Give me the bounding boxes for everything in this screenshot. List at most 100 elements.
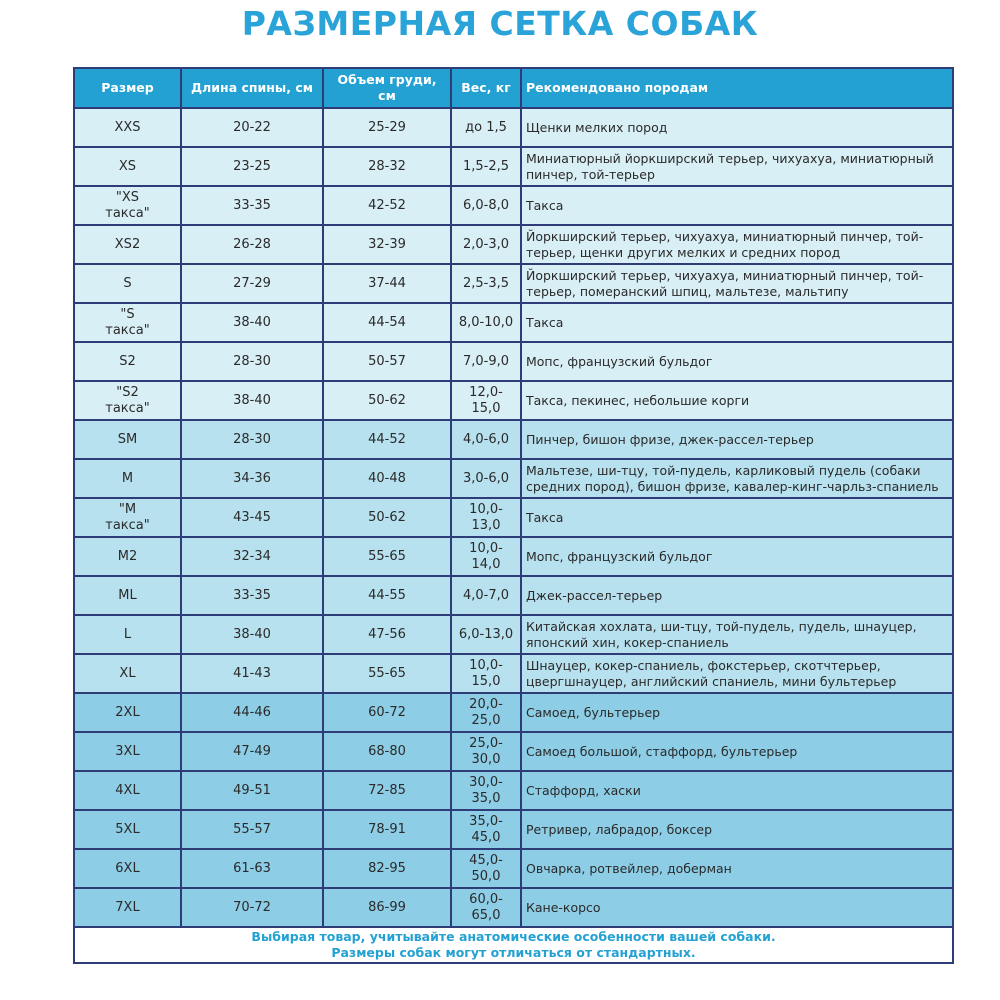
cell-size: XS2 bbox=[73, 224, 182, 265]
table-row: "XS такса" 33-35 42-52 6,0-8,0 Такса bbox=[73, 185, 954, 226]
cell-breeds: Йоркширский терьер, чихуахуа, миниатюрны… bbox=[520, 224, 954, 265]
table-row: 7XL 70-72 86-99 60,0-65,0 Кане-корсо bbox=[73, 887, 954, 928]
cell-back-length: 28-30 bbox=[180, 341, 324, 382]
cell-back-length: 55-57 bbox=[180, 809, 324, 850]
table-row: "M такса" 43-45 50-62 10,0-13,0 Такса bbox=[73, 497, 954, 538]
cell-weight: 10,0-13,0 bbox=[450, 497, 522, 538]
table-row: XL 41-43 55-65 10,0-15,0 Шнауцер, кокер-спан… bbox=[73, 653, 954, 694]
footer-row: Выбирая товар, учитывайте анатомические … bbox=[73, 926, 954, 964]
cell-size: 2XL bbox=[73, 692, 182, 733]
cell-back-length: 38-40 bbox=[180, 380, 324, 421]
cell-breeds: Йоркширский терьер, чихуахуа, миниатюрны… bbox=[520, 263, 954, 304]
table-row: S2 28-30 50-57 7,0-9,0 Мопс, французский бул… bbox=[73, 341, 954, 382]
table-row: 6XL 61-63 82-95 45,0-50,0 Овчарка, ротвейлер… bbox=[73, 848, 954, 889]
cell-chest: 42-52 bbox=[322, 185, 452, 226]
cell-back-length: 43-45 bbox=[180, 497, 324, 538]
cell-breeds: Такса bbox=[520, 185, 954, 226]
cell-chest: 25-29 bbox=[322, 107, 452, 148]
cell-size: ML bbox=[73, 575, 182, 616]
page-title: РАЗМЕРНАЯ СЕТКА СОБАК bbox=[241, 4, 759, 43]
size-chart-table: Размер Длина спины, см Объем груди, см В… bbox=[73, 67, 954, 964]
cell-chest: 37-44 bbox=[322, 263, 452, 304]
cell-size: L bbox=[73, 614, 182, 655]
cell-back-length: 20-22 bbox=[180, 107, 324, 148]
table-row: L 38-40 47-56 6,0-13,0 Китайская хохлата, ши… bbox=[73, 614, 954, 655]
cell-breeds: Такса bbox=[520, 302, 954, 343]
cell-back-length: 70-72 bbox=[180, 887, 324, 928]
footer-line-1: Выбирая товар, учитывайте анатомические … bbox=[251, 929, 776, 944]
footer-line-2: Размеры собак могут отличаться от станда… bbox=[331, 945, 696, 960]
cell-back-length: 33-35 bbox=[180, 575, 324, 616]
cell-weight: 35,0-45,0 bbox=[450, 809, 522, 850]
cell-breeds: Ретривер, лабрадор, боксер bbox=[520, 809, 954, 850]
cell-weight: 4,0-7,0 bbox=[450, 575, 522, 616]
table-row: XS2 26-28 32-39 2,0-3,0 Йоркширский терьер, … bbox=[73, 224, 954, 265]
cell-chest: 60-72 bbox=[322, 692, 452, 733]
cell-weight: 8,0-10,0 bbox=[450, 302, 522, 343]
cell-size: "XS такса" bbox=[73, 185, 182, 226]
cell-weight: 12,0-15,0 bbox=[450, 380, 522, 421]
table-row: XXS 20-22 25-29 до 1,5 Щенки мелких пород bbox=[73, 107, 954, 148]
cell-size: XL bbox=[73, 653, 182, 694]
table-row: SM 28-30 44-52 4,0-6,0 Пинчер, бишон фризе, … bbox=[73, 419, 954, 460]
cell-breeds: Овчарка, ротвейлер, доберман bbox=[520, 848, 954, 889]
cell-size: XS bbox=[73, 146, 182, 187]
cell-chest: 82-95 bbox=[322, 848, 452, 889]
header-chest: Объем груди, см bbox=[322, 67, 452, 109]
cell-size: "M такса" bbox=[73, 497, 182, 538]
cell-weight: 30,0-35,0 bbox=[450, 770, 522, 811]
cell-breeds: Самоед большой, стаффорд, бультерьер bbox=[520, 731, 954, 772]
table-row: 4XL 49-51 72-85 30,0-35,0 Стаффорд, хаски bbox=[73, 770, 954, 811]
table-row: "S такса" 38-40 44-54 8,0-10,0 Такса bbox=[73, 302, 954, 343]
cell-chest: 68-80 bbox=[322, 731, 452, 772]
cell-breeds: Такса bbox=[520, 497, 954, 538]
cell-size: XXS bbox=[73, 107, 182, 148]
cell-chest: 44-55 bbox=[322, 575, 452, 616]
table-row: "S2 такса" 38-40 50-62 12,0-15,0 Такса, пеки… bbox=[73, 380, 954, 421]
cell-back-length: 47-49 bbox=[180, 731, 324, 772]
table-row: 5XL 55-57 78-91 35,0-45,0 Ретривер, лабрадор… bbox=[73, 809, 954, 850]
cell-size: 3XL bbox=[73, 731, 182, 772]
cell-size: SM bbox=[73, 419, 182, 460]
cell-back-length: 27-29 bbox=[180, 263, 324, 304]
cell-back-length: 26-28 bbox=[180, 224, 324, 265]
cell-chest: 55-65 bbox=[322, 536, 452, 577]
cell-weight: 20,0-25,0 bbox=[450, 692, 522, 733]
cell-weight: 10,0-14,0 bbox=[450, 536, 522, 577]
cell-weight: 25,0-30,0 bbox=[450, 731, 522, 772]
cell-weight: 6,0-13,0 bbox=[450, 614, 522, 655]
cell-size: S2 bbox=[73, 341, 182, 382]
cell-back-length: 41-43 bbox=[180, 653, 324, 694]
table-header-row: Размер Длина спины, см Объем груди, см В… bbox=[73, 67, 954, 109]
footer-note: Выбирая товар, учитывайте анатомические … bbox=[73, 926, 954, 964]
cell-size: 6XL bbox=[73, 848, 182, 889]
cell-breeds: Стаффорд, хаски bbox=[520, 770, 954, 811]
cell-chest: 44-54 bbox=[322, 302, 452, 343]
cell-weight: 1,5-2,5 bbox=[450, 146, 522, 187]
cell-chest: 47-56 bbox=[322, 614, 452, 655]
cell-size: 7XL bbox=[73, 887, 182, 928]
cell-weight: 45,0-50,0 bbox=[450, 848, 522, 889]
header-weight: Вес, кг bbox=[450, 67, 522, 109]
cell-weight: 60,0-65,0 bbox=[450, 887, 522, 928]
cell-size: S bbox=[73, 263, 182, 304]
cell-chest: 28-32 bbox=[322, 146, 452, 187]
cell-breeds: Китайская хохлата, ши-тцу, той-пудель, п… bbox=[520, 614, 954, 655]
table-row: ML 33-35 44-55 4,0-7,0 Джек-рассел-терьер bbox=[73, 575, 954, 616]
cell-size: M2 bbox=[73, 536, 182, 577]
cell-breeds: Такса, пекинес, небольшие корги bbox=[520, 380, 954, 421]
cell-breeds: Щенки мелких пород bbox=[520, 107, 954, 148]
cell-breeds: Мопс, французский бульдог bbox=[520, 341, 954, 382]
cell-chest: 50-57 bbox=[322, 341, 452, 382]
header-back-length: Длина спины, см bbox=[180, 67, 324, 109]
cell-back-length: 34-36 bbox=[180, 458, 324, 499]
cell-chest: 40-48 bbox=[322, 458, 452, 499]
cell-weight: 7,0-9,0 bbox=[450, 341, 522, 382]
cell-size: M bbox=[73, 458, 182, 499]
cell-back-length: 49-51 bbox=[180, 770, 324, 811]
cell-back-length: 28-30 bbox=[180, 419, 324, 460]
cell-size: "S2 такса" bbox=[73, 380, 182, 421]
cell-chest: 50-62 bbox=[322, 497, 452, 538]
cell-back-length: 23-25 bbox=[180, 146, 324, 187]
table-row: 2XL 44-46 60-72 20,0-25,0 Самоед, бультерьер bbox=[73, 692, 954, 733]
